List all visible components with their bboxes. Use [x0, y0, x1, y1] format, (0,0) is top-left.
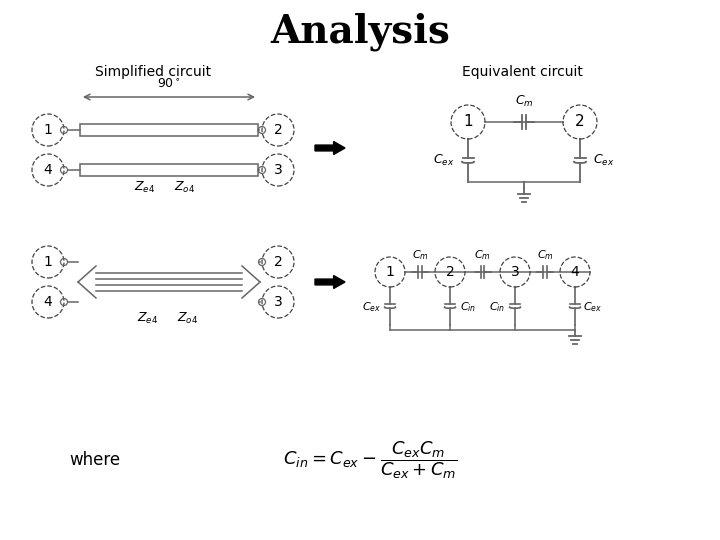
FancyArrow shape [315, 275, 345, 288]
Bar [80, 124, 258, 136]
Text: $Z_{e4}$: $Z_{e4}$ [138, 310, 158, 326]
Text: 2: 2 [446, 265, 454, 279]
Text: where: where [69, 451, 120, 469]
Text: $C_{ex}$: $C_{ex}$ [593, 153, 615, 168]
Text: $C_m$: $C_m$ [536, 248, 554, 262]
Text: $C_{ex}$: $C_{ex}$ [362, 300, 382, 314]
Text: $Z_{o4}$: $Z_{o4}$ [174, 179, 196, 194]
Text: 4: 4 [571, 265, 580, 279]
Text: $C_m$: $C_m$ [515, 94, 534, 109]
Text: $Z_{o4}$: $Z_{o4}$ [177, 310, 199, 326]
Bar [80, 164, 258, 176]
Text: $C_{ex}$: $C_{ex}$ [583, 300, 603, 314]
Text: 1: 1 [44, 255, 53, 269]
Text: $C_m$: $C_m$ [412, 248, 428, 262]
Text: Equivalent circuit: Equivalent circuit [462, 65, 583, 79]
Text: 4: 4 [44, 163, 53, 177]
Text: Simplified circuit: Simplified circuit [95, 65, 211, 79]
Text: $C_{in}$: $C_{in}$ [489, 300, 505, 314]
Text: 3: 3 [274, 295, 282, 309]
Text: 2: 2 [274, 255, 282, 269]
Text: 1: 1 [386, 265, 395, 279]
Text: 4: 4 [44, 295, 53, 309]
Text: $Z_{e4}$: $Z_{e4}$ [135, 179, 156, 194]
Text: $C_m$: $C_m$ [474, 248, 491, 262]
Text: 3: 3 [510, 265, 519, 279]
Text: $C_{in}$: $C_{in}$ [460, 300, 476, 314]
Text: 1: 1 [463, 114, 473, 130]
Text: $C_{ex}$: $C_{ex}$ [433, 153, 455, 168]
Text: 2: 2 [274, 123, 282, 137]
Text: 3: 3 [274, 163, 282, 177]
Text: Analysis: Analysis [270, 13, 450, 51]
FancyArrow shape [315, 141, 345, 154]
Text: 1: 1 [44, 123, 53, 137]
Text: $C_{in} = C_{ex} - \dfrac{C_{ex}C_m}{C_{ex} + C_m}$: $C_{in} = C_{ex} - \dfrac{C_{ex}C_m}{C_{… [283, 439, 457, 481]
Text: 2: 2 [575, 114, 585, 130]
Text: 90$^\circ$: 90$^\circ$ [157, 78, 181, 91]
